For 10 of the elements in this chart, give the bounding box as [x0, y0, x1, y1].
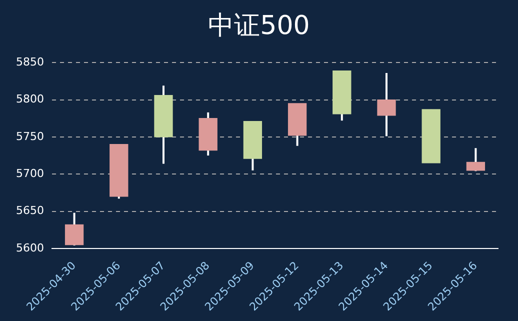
y-tick-label: 5600: [16, 241, 44, 254]
y-tick-label: 5700: [16, 166, 44, 180]
candlestick: [466, 147, 486, 172]
candlestick: [64, 212, 84, 246]
candlestick: [377, 72, 396, 138]
y-tick-label: 5750: [16, 130, 44, 143]
y-tick-label: 5650: [16, 204, 44, 218]
y-tick-label: 5850: [16, 55, 44, 68]
y-tick-label: 5800: [16, 92, 44, 106]
chart-title: 中证500: [207, 10, 311, 43]
